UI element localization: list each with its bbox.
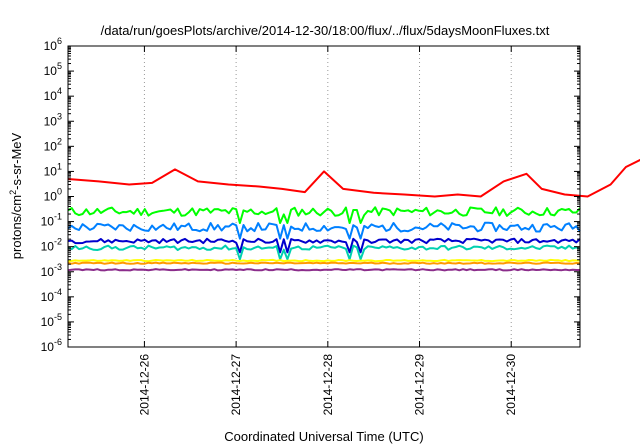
y-tick-label: 105	[44, 61, 62, 78]
series-line	[67, 206, 581, 224]
series-line	[67, 158, 640, 198]
y-axis-title: protons/cm2-s-sr-MeV	[8, 132, 24, 259]
y-tick-label: 10-5	[41, 312, 62, 329]
series-line	[67, 237, 581, 254]
x-tick-label: 2014-12-26	[137, 354, 151, 416]
y-axis-title-suffix: -s-sr-MeV	[9, 132, 24, 189]
x-tick-label: 2014-12-30	[504, 354, 518, 416]
y-tick-label: 10-3	[41, 262, 62, 279]
y-tick-label: 101	[44, 161, 62, 178]
series-line	[67, 261, 581, 265]
y-axis-title-superscript: 2	[8, 190, 18, 195]
y-axis: 10-6 10-5 10-4 10-3 10-2 10-1 100 101 102 103 104 1…	[41, 36, 580, 354]
x-axis-title: Coordinated Universal Time (UTC)	[224, 429, 423, 444]
y-tick-label: 102	[44, 136, 62, 153]
x-axis: 2014-12-26 2014-12-27 2014-12-28 2014-12-29…	[137, 46, 518, 415]
y-tick-label: 10-2	[41, 237, 62, 254]
x-tick-label: 2014-12-29	[413, 354, 427, 416]
x-tick-label: 2014-12-27	[229, 354, 243, 416]
y-tick-label: 100	[44, 187, 62, 204]
y-tick-label: 103	[44, 111, 62, 128]
series-lines	[67, 158, 640, 272]
x-tick-label: 2014-12-28	[321, 354, 335, 416]
y-tick-label: 10-1	[41, 212, 62, 229]
series-line	[67, 221, 581, 240]
chart-title: /data/run/goesPlots/archive/2014-12-30/1…	[101, 23, 550, 38]
series-line	[67, 258, 580, 263]
y-tick-label: 104	[44, 86, 62, 103]
series-line	[67, 244, 581, 261]
y-tick-label: 106	[44, 36, 62, 53]
y-tick-label: 10-4	[41, 287, 62, 304]
grid	[143, 46, 512, 347]
plot-frame	[67, 45, 581, 348]
y-axis-title-prefix: protons/cm	[9, 195, 24, 259]
y-tick-label: 10-6	[41, 337, 62, 354]
series-line	[67, 268, 580, 272]
